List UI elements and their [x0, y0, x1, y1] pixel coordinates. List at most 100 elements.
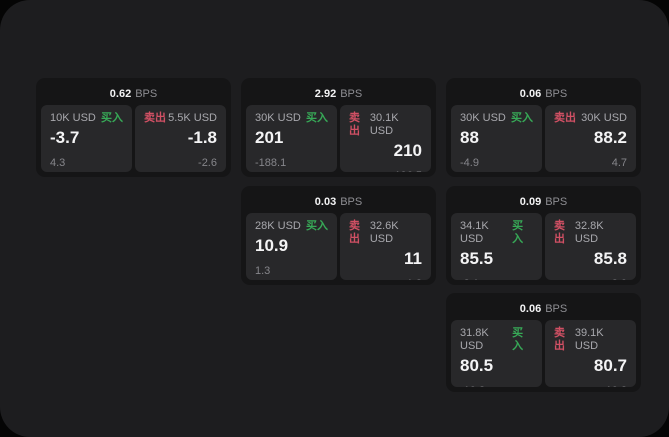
buy-amount: 34.1K USD: [460, 220, 489, 245]
sell-amount: 32.6K USD: [369, 220, 399, 245]
sell-tile[interactable]: 卖出 5.5K USD -1.8 -2.6: [135, 105, 226, 172]
buy-tile[interactable]: 30K USD 买入 88 -4.9: [451, 105, 542, 172]
buy-tile-header: 28K USD 买入: [255, 220, 328, 233]
sell-tile-header: 卖出 30.1K USD: [349, 112, 422, 138]
bps-value: 0.09: [519, 196, 542, 208]
buy-amount: 10K USD: [50, 112, 96, 124]
bps-value: 0.06: [519, 88, 542, 100]
buy-tile[interactable]: 31.8K USD 买入 80.5 -10.8: [451, 320, 542, 387]
card-header: 2.92 BPS: [246, 83, 431, 105]
sell-delta: 196.5: [349, 170, 422, 172]
sell-delta: 4.7: [611, 157, 627, 169]
sell-tile-header: 卖出 32.8K USD: [554, 220, 627, 246]
quote-card: 0.06 BPS 30K USD 买入 88 -4.9 卖出 30K USD 88…: [446, 78, 641, 177]
sell-price: -1.8: [187, 128, 217, 147]
card-header: 0.03 BPS: [246, 191, 431, 213]
buy-delta: -188.1: [255, 157, 287, 169]
bps-value: 0.06: [519, 303, 542, 315]
sell-tile-header: 卖出 39.1K USD: [554, 327, 627, 353]
buy-tile[interactable]: 28K USD 买入 10.9 1.3: [246, 213, 337, 280]
buy-price: 80.5: [460, 356, 494, 375]
buy-tile-header: 10K USD 买入: [50, 112, 123, 125]
sell-delta: -1.8: [349, 278, 422, 280]
card-header: 0.06 BPS: [451, 83, 636, 105]
buy-delta: -10.8: [460, 385, 533, 387]
buy-delta: 1.3: [255, 265, 271, 277]
sell-side-label: 卖出: [349, 220, 360, 245]
buy-price: -3.7: [50, 128, 80, 147]
buy-delta: -3.1: [460, 278, 533, 280]
buy-side-label: 买入: [512, 327, 524, 352]
sell-side-label: 卖出: [349, 112, 360, 137]
bps-value: 0.03: [314, 196, 337, 208]
buy-tile-header: 30K USD 买入: [255, 112, 328, 125]
buy-amount: 31.8K USD: [460, 327, 489, 352]
sell-tile[interactable]: 卖出 30.1K USD 210 196.5: [340, 105, 431, 172]
sell-amount: 39.1K USD: [574, 327, 604, 352]
quote-panels: 10K USD 买入 -3.7 4.3 卖出 5.5K USD -1.8 -2.…: [41, 105, 226, 172]
bps-value: 0.62: [109, 88, 132, 100]
buy-tile-header: 30K USD 买入: [460, 112, 533, 125]
buy-price: 85.5: [460, 249, 494, 268]
bps-unit-label: BPS: [545, 196, 568, 208]
sell-amount: 32.8K USD: [574, 220, 604, 245]
quote-panels: 30K USD 买入 201 -188.1 卖出 30.1K USD 210 1…: [246, 105, 431, 172]
bps-unit-label: BPS: [340, 88, 363, 100]
sell-tile-header: 卖出 30K USD: [554, 112, 627, 125]
buy-tile[interactable]: 34.1K USD 买入 85.5 -3.1: [451, 213, 542, 280]
buy-price: 88: [460, 128, 479, 147]
buy-side-label: 买入: [306, 112, 328, 124]
sell-side-label: 卖出: [554, 112, 576, 124]
sell-amount: 30K USD: [581, 112, 627, 124]
quote-card: 0.62 BPS 10K USD 买入 -3.7 4.3 卖出 5.5K USD …: [36, 78, 231, 177]
sell-tile[interactable]: 卖出 32.8K USD 85.8 3.0: [545, 213, 636, 280]
buy-price: 10.9: [255, 236, 289, 255]
buy-side-label: 买入: [306, 220, 328, 232]
buy-delta: 4.3: [50, 157, 66, 169]
quote-card: 2.92 BPS 30K USD 买入 201 -188.1 卖出 30.1K U…: [241, 78, 436, 177]
sell-tile-header: 卖出 5.5K USD: [144, 112, 217, 125]
buy-side-label: 买入: [511, 112, 533, 124]
buy-tile-header: 34.1K USD 买入: [460, 220, 533, 246]
sell-amount: 30.1K USD: [369, 112, 399, 137]
quote-panels: 34.1K USD 买入 85.5 -3.1 卖出 32.8K USD 85.8…: [451, 213, 636, 280]
buy-amount: 30K USD: [255, 112, 301, 124]
bps-unit-label: BPS: [340, 196, 363, 208]
card-header: 0.62 BPS: [41, 83, 226, 105]
buy-amount: 30K USD: [460, 112, 506, 124]
buy-delta: -4.9: [460, 157, 479, 169]
buy-tile-header: 31.8K USD 买入: [460, 327, 533, 353]
sell-side-label: 卖出: [144, 112, 166, 124]
quote-panels: 28K USD 买入 10.9 1.3 卖出 32.6K USD 11 -1.8: [246, 213, 431, 280]
quote-panels: 30K USD 买入 88 -4.9 卖出 30K USD 88.2 4.7: [451, 105, 636, 172]
buy-side-label: 买入: [512, 220, 524, 245]
sell-price: 210: [393, 141, 422, 160]
sell-price: 80.7: [593, 356, 627, 375]
sell-tile[interactable]: 卖出 39.1K USD 80.7 10.2: [545, 320, 636, 387]
sell-delta: -2.6: [198, 157, 217, 169]
sell-tile-header: 卖出 32.6K USD: [349, 220, 422, 246]
bps-unit-label: BPS: [545, 303, 568, 315]
bps-unit-label: BPS: [545, 88, 568, 100]
sell-price: 88.2: [593, 128, 627, 147]
buy-amount: 28K USD: [255, 220, 301, 232]
buy-price: 201: [255, 128, 284, 147]
sell-price: 85.8: [593, 249, 627, 268]
sell-side-label: 卖出: [554, 327, 565, 352]
card-header: 0.06 BPS: [451, 298, 636, 320]
buy-tile[interactable]: 10K USD 买入 -3.7 4.3: [41, 105, 132, 172]
sell-amount: 5.5K USD: [168, 112, 217, 124]
quote-card: 0.03 BPS 28K USD 买入 10.9 1.3 卖出 32.6K USD…: [241, 186, 436, 285]
card-header: 0.09 BPS: [451, 191, 636, 213]
bps-unit-label: BPS: [135, 88, 158, 100]
sell-delta: 10.2: [554, 385, 627, 387]
buy-side-label: 买入: [101, 112, 123, 124]
sell-tile[interactable]: 卖出 32.6K USD 11 -1.8: [340, 213, 431, 280]
sell-delta: 3.0: [554, 278, 627, 280]
sell-price: 11: [404, 249, 422, 268]
buy-tile[interactable]: 30K USD 买入 201 -188.1: [246, 105, 337, 172]
sell-tile[interactable]: 卖出 30K USD 88.2 4.7: [545, 105, 636, 172]
